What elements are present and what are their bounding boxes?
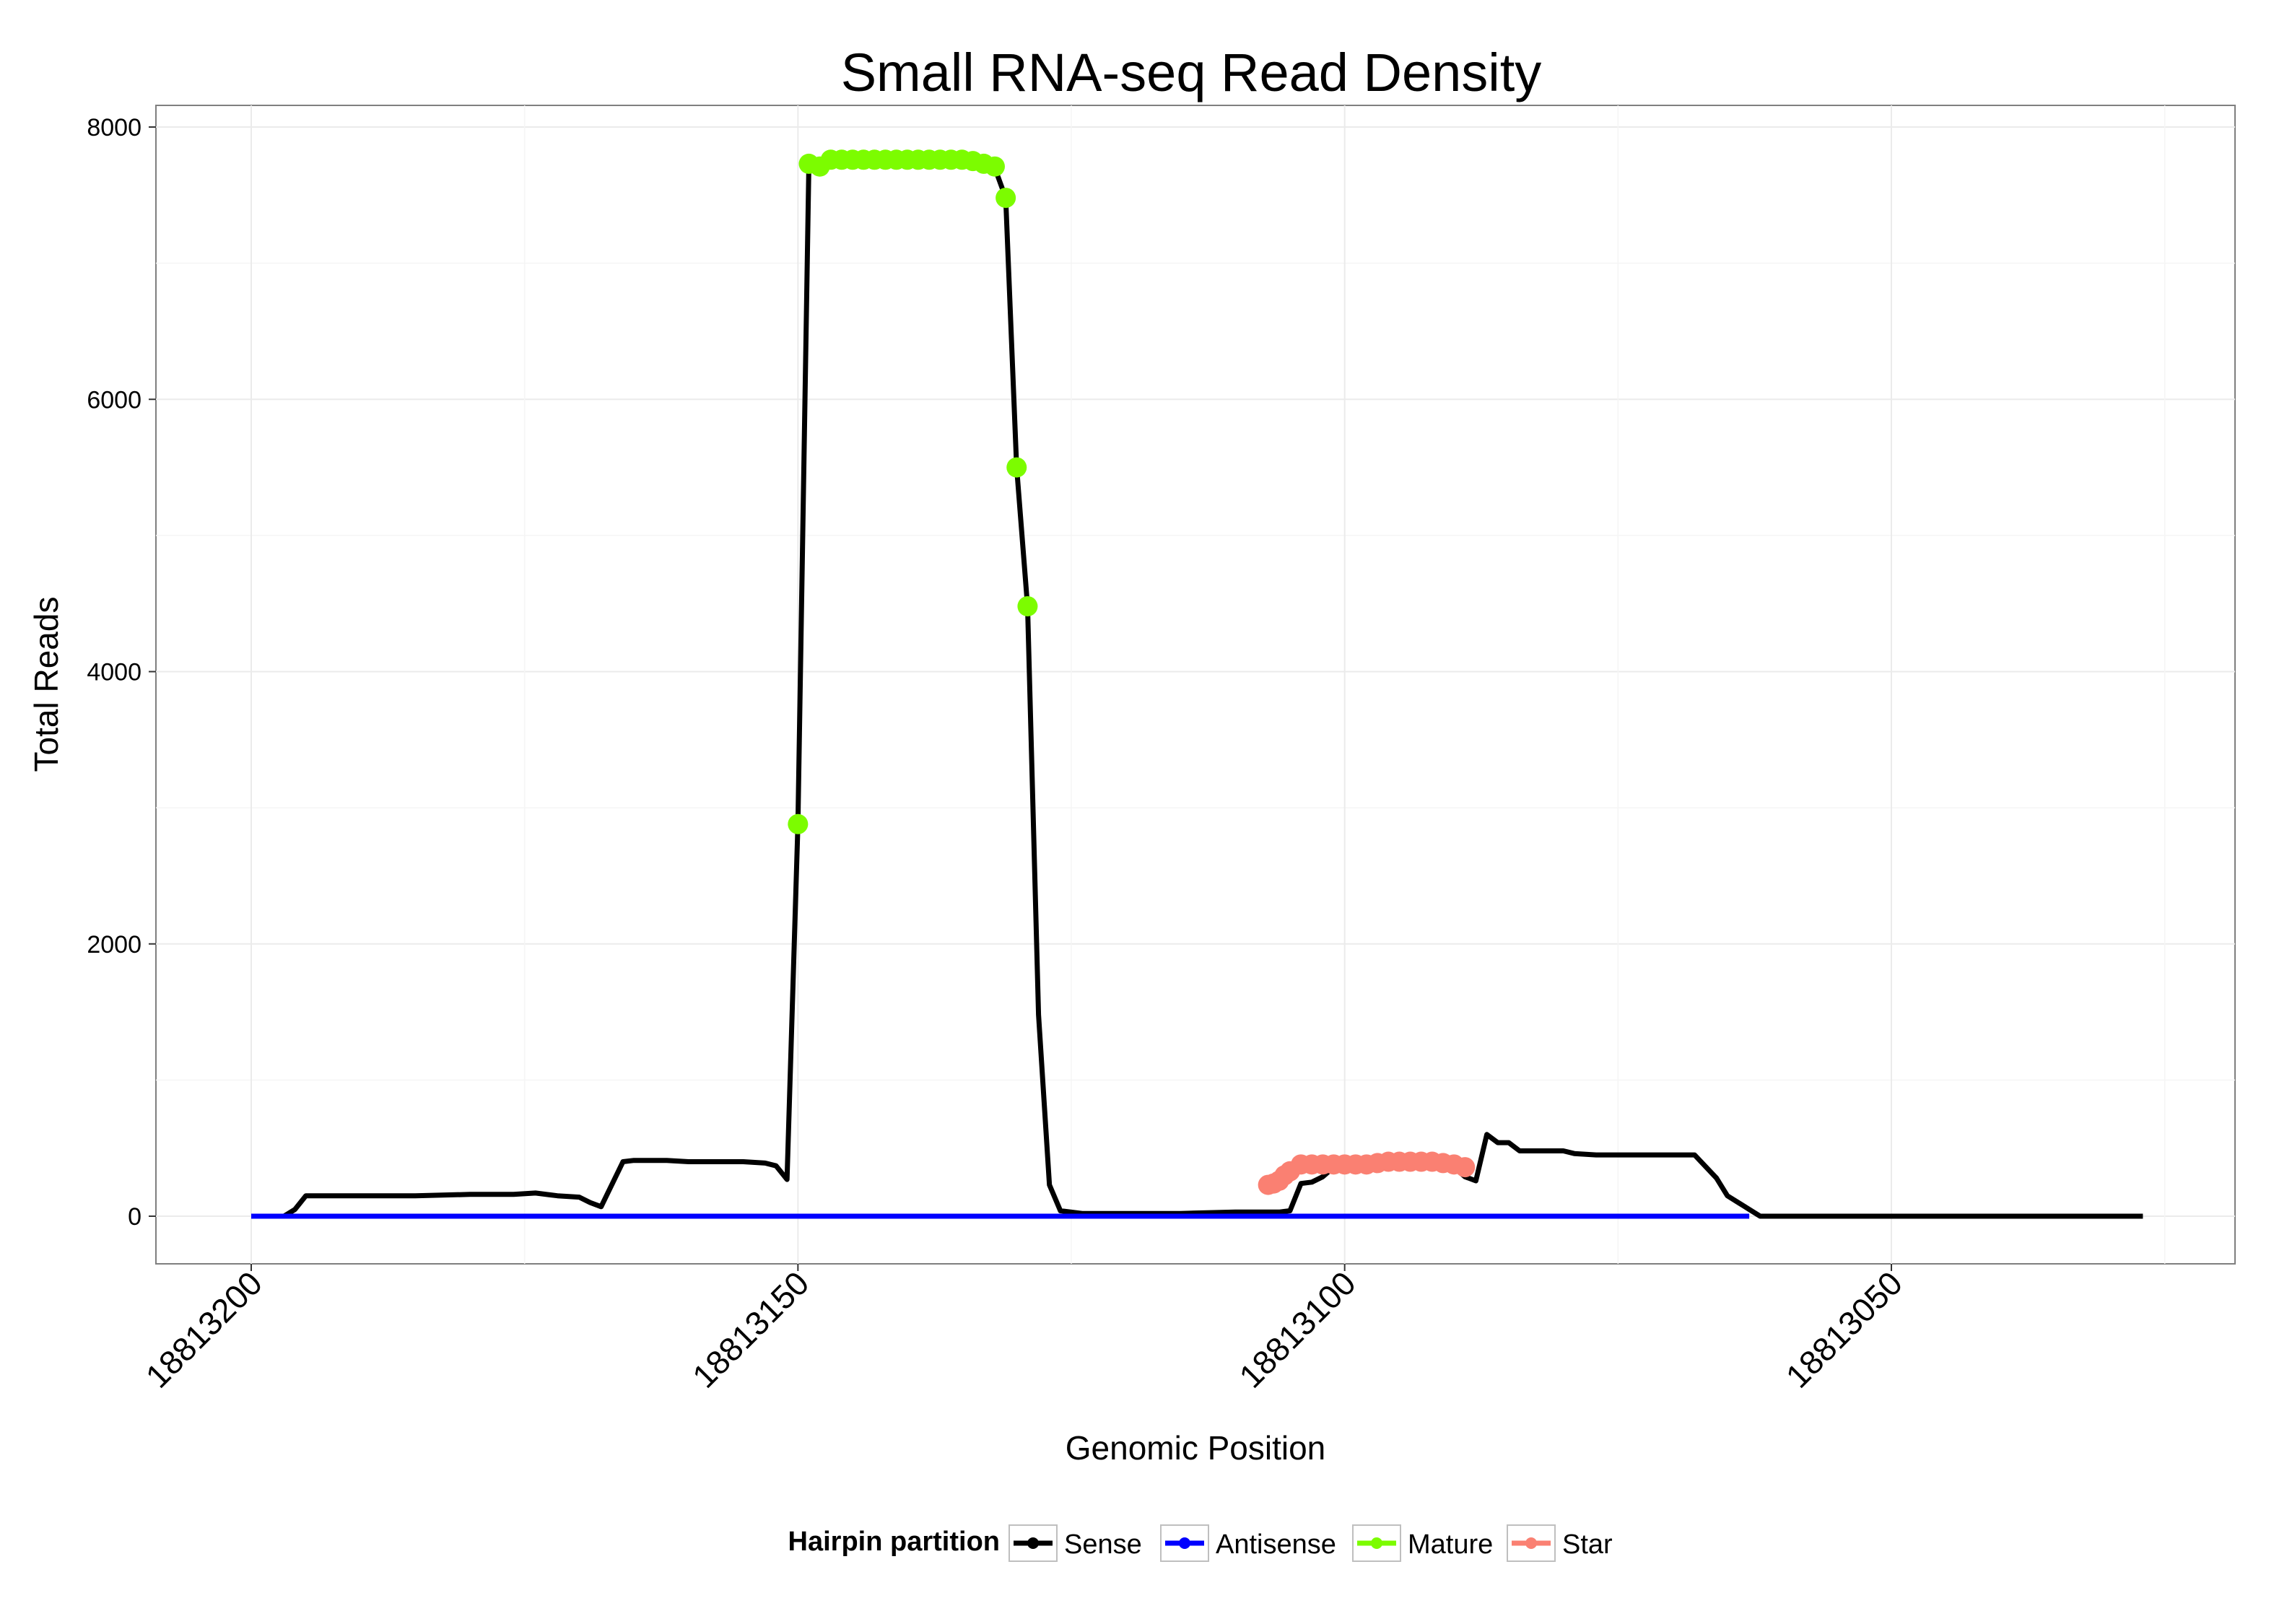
x-tick-label: 18813200 — [139, 1264, 269, 1394]
legend-item-mature: Mature — [1352, 1524, 1493, 1562]
series-layer — [251, 149, 2143, 1219]
y-tick-label: 8000 — [87, 114, 141, 141]
y-axis-title: Total Reads — [27, 597, 65, 772]
x-axis-title: Genomic Position — [1066, 1429, 1326, 1467]
legend-item-star: Star — [1507, 1524, 1613, 1562]
y-tick-label: 0 — [128, 1203, 141, 1231]
legend-key-point-star — [1525, 1537, 1537, 1549]
legend-items: Sense Antisense Mature Star — [1009, 1524, 1613, 1562]
x-tick-label: 18813100 — [1232, 1264, 1362, 1394]
legend-key-point-antisense — [1179, 1537, 1190, 1549]
legend-key-point-sense — [1027, 1537, 1039, 1549]
series-line-sense — [251, 157, 2143, 1219]
plot-panel — [155, 105, 2236, 1265]
data-point-star — [1455, 1157, 1476, 1178]
data-point-mature — [788, 813, 809, 834]
y-tick-label: 2000 — [87, 931, 141, 959]
legend-label-star: Star — [1562, 1529, 1613, 1560]
data-point-mature — [1006, 457, 1027, 478]
data-point-mature — [984, 156, 1005, 177]
legend-key-point-mature — [1371, 1537, 1382, 1549]
data-point-mature — [1017, 595, 1038, 616]
legend-label-mature: Mature — [1408, 1529, 1493, 1560]
x-tick-label: 18813150 — [685, 1264, 816, 1394]
legend: Hairpin partition Sense Antisense Mature St… — [788, 1524, 1613, 1562]
legend-item-sense: Sense — [1009, 1524, 1142, 1562]
legend-title: Hairpin partition — [788, 1527, 1000, 1557]
legend-item-antisense: Antisense — [1160, 1524, 1336, 1562]
y-tick-label: 4000 — [87, 659, 141, 686]
chart-title: Small RNA-seq Read Density — [841, 43, 1542, 102]
x-tick-label: 18813050 — [1779, 1264, 1909, 1394]
legend-label-antisense: Antisense — [1216, 1529, 1336, 1560]
y-tick-label: 6000 — [87, 386, 141, 414]
data-point-mature — [996, 188, 1016, 209]
legend-label-sense: Sense — [1064, 1529, 1142, 1560]
grid-lines — [156, 105, 2235, 1264]
